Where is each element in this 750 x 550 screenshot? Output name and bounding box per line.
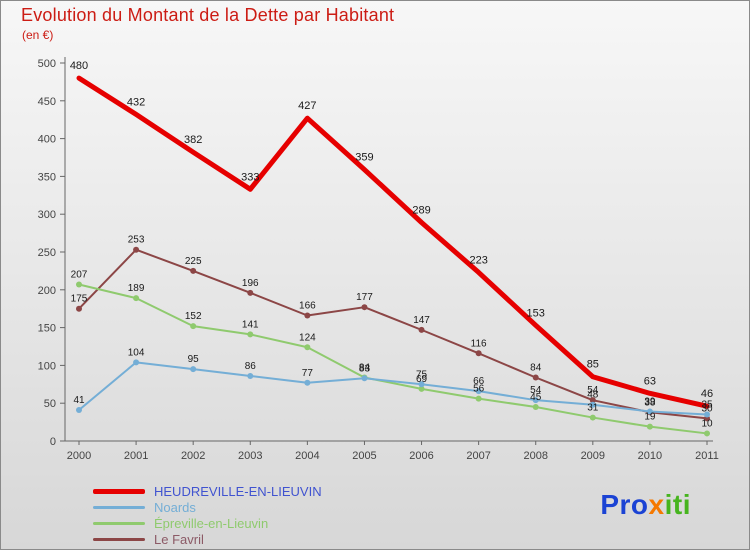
svg-text:196: 196 <box>242 278 259 289</box>
legend-line-swatch <box>93 522 145 525</box>
svg-text:104: 104 <box>128 347 145 358</box>
svg-text:2008: 2008 <box>523 450 547 462</box>
page-title: Evolution du Montant de la Dette par Hab… <box>21 5 395 25</box>
page-subtitle: (en €) <box>22 28 54 42</box>
svg-text:2007: 2007 <box>466 450 490 462</box>
legend: HEUDREVILLE-EN-LIEUVIN Noards Épreville-… <box>93 484 322 547</box>
svg-text:2002: 2002 <box>181 450 205 462</box>
svg-text:83: 83 <box>359 363 371 374</box>
svg-text:54: 54 <box>587 385 599 396</box>
svg-text:2006: 2006 <box>409 450 433 462</box>
logo-part-x: x <box>648 489 665 520</box>
svg-text:289: 289 <box>412 205 430 217</box>
svg-text:359: 359 <box>355 152 373 164</box>
svg-text:166: 166 <box>299 301 316 312</box>
svg-text:432: 432 <box>127 96 145 108</box>
legend-label[interactable]: HEUDREVILLE-EN-LIEUVIN <box>154 483 322 499</box>
svg-text:2011: 2011 <box>695 450 719 462</box>
svg-text:200: 200 <box>38 285 56 297</box>
svg-text:427: 427 <box>298 100 316 112</box>
svg-text:84: 84 <box>359 362 371 373</box>
svg-text:66: 66 <box>473 376 485 387</box>
legend-line-swatch <box>93 506 145 509</box>
svg-text:38: 38 <box>644 397 656 408</box>
svg-text:382: 382 <box>184 134 202 146</box>
svg-text:223: 223 <box>469 254 487 266</box>
svg-text:30: 30 <box>701 403 713 414</box>
svg-text:48: 48 <box>587 390 599 401</box>
legend-label[interactable]: Noards <box>154 499 196 515</box>
svg-text:19: 19 <box>644 412 656 423</box>
svg-text:2004: 2004 <box>295 450 319 462</box>
svg-text:46: 46 <box>701 388 713 400</box>
svg-text:41: 41 <box>73 395 85 406</box>
svg-text:141: 141 <box>242 319 259 330</box>
proxiti-logo[interactable]: Proxiti <box>600 489 691 521</box>
legend-item-epreville[interactable]: Épreville-en-Lieuvin <box>93 516 322 531</box>
logo-part-pro: Pro <box>600 489 649 520</box>
svg-text:56: 56 <box>473 384 485 395</box>
legend-item-noards[interactable]: Noards <box>93 500 322 515</box>
svg-text:10: 10 <box>701 418 713 429</box>
svg-text:153: 153 <box>527 307 545 319</box>
svg-text:480: 480 <box>70 60 88 72</box>
svg-text:175: 175 <box>71 294 88 305</box>
svg-text:2003: 2003 <box>238 450 262 462</box>
svg-text:86: 86 <box>245 361 257 372</box>
svg-text:85: 85 <box>587 359 599 371</box>
legend-item-heudreville[interactable]: HEUDREVILLE-EN-LIEUVIN <box>93 484 322 499</box>
svg-text:31: 31 <box>587 403 599 414</box>
logo-part-iti: iti <box>664 489 691 520</box>
legend-label[interactable]: Épreville-en-Lieuvin <box>154 515 269 531</box>
svg-text:100: 100 <box>38 360 56 372</box>
svg-text:75: 75 <box>416 369 428 380</box>
svg-text:69: 69 <box>416 374 428 385</box>
svg-text:225: 225 <box>185 256 202 267</box>
svg-text:189: 189 <box>128 283 145 294</box>
svg-text:450: 450 <box>38 96 56 108</box>
svg-text:152: 152 <box>185 311 202 322</box>
svg-text:2005: 2005 <box>352 450 376 462</box>
svg-text:116: 116 <box>471 338 487 349</box>
svg-text:400: 400 <box>38 134 56 146</box>
svg-text:253: 253 <box>128 235 145 246</box>
svg-text:2010: 2010 <box>638 450 662 462</box>
legend-label[interactable]: Le Favril <box>154 531 204 547</box>
svg-text:147: 147 <box>413 315 430 326</box>
svg-text:333: 333 <box>241 171 259 183</box>
svg-text:2001: 2001 <box>124 450 148 462</box>
legend-item-lefavril[interactable]: Le Favril <box>93 532 322 547</box>
svg-text:95: 95 <box>188 354 200 365</box>
svg-text:350: 350 <box>38 171 56 183</box>
svg-text:500: 500 <box>38 58 56 70</box>
svg-text:35: 35 <box>701 400 713 411</box>
svg-text:0: 0 <box>50 436 56 448</box>
svg-text:39: 39 <box>644 397 656 408</box>
legend-line-swatch <box>93 489 145 494</box>
svg-text:207: 207 <box>71 270 88 281</box>
svg-text:2000: 2000 <box>67 450 91 462</box>
svg-text:77: 77 <box>302 368 314 379</box>
svg-text:54: 54 <box>530 385 542 396</box>
legend-line-swatch <box>93 538 145 541</box>
svg-text:2009: 2009 <box>581 450 605 462</box>
svg-text:50: 50 <box>44 398 56 410</box>
svg-text:177: 177 <box>356 292 373 303</box>
svg-text:250: 250 <box>38 247 56 259</box>
svg-text:84: 84 <box>530 362 542 373</box>
svg-text:45: 45 <box>530 392 542 403</box>
svg-text:150: 150 <box>38 323 56 335</box>
svg-text:300: 300 <box>38 209 56 221</box>
svg-text:63: 63 <box>644 375 656 387</box>
svg-text:124: 124 <box>299 332 316 343</box>
